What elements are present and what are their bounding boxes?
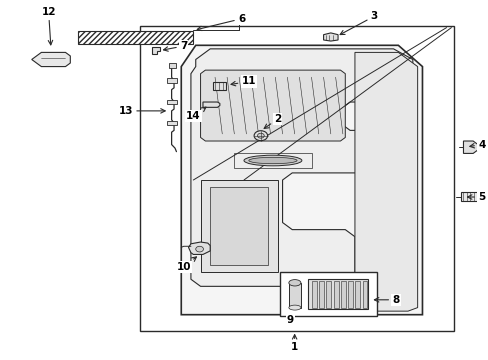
Bar bbox=[362, 281, 366, 307]
Text: 1: 1 bbox=[290, 335, 298, 352]
Polygon shape bbox=[200, 180, 277, 272]
Bar bbox=[355, 281, 360, 307]
Bar bbox=[212, 82, 225, 90]
Text: 12: 12 bbox=[41, 6, 56, 45]
Bar bbox=[326, 281, 331, 307]
Text: 10: 10 bbox=[176, 257, 196, 272]
Ellipse shape bbox=[248, 157, 296, 164]
Bar bbox=[169, 63, 176, 68]
Text: 9: 9 bbox=[286, 315, 293, 325]
Text: 8: 8 bbox=[374, 295, 399, 305]
Bar bbox=[280, 272, 376, 316]
Polygon shape bbox=[210, 187, 267, 265]
Text: 14: 14 bbox=[185, 107, 205, 121]
Bar bbox=[333, 281, 338, 307]
Bar bbox=[140, 26, 453, 330]
Bar bbox=[307, 279, 367, 309]
Bar bbox=[166, 100, 177, 104]
Text: 3: 3 bbox=[340, 11, 377, 35]
Bar bbox=[311, 281, 316, 307]
Circle shape bbox=[257, 133, 264, 138]
Polygon shape bbox=[203, 102, 220, 107]
Polygon shape bbox=[190, 49, 412, 286]
Ellipse shape bbox=[288, 305, 300, 310]
Polygon shape bbox=[152, 47, 159, 54]
Bar bbox=[166, 78, 177, 82]
Polygon shape bbox=[463, 141, 477, 153]
Text: 13: 13 bbox=[118, 106, 165, 116]
Polygon shape bbox=[200, 70, 345, 141]
Circle shape bbox=[195, 246, 203, 252]
Bar bbox=[234, 153, 311, 168]
Text: 4: 4 bbox=[469, 140, 485, 149]
Text: 2: 2 bbox=[264, 114, 281, 129]
Bar bbox=[319, 281, 324, 307]
Polygon shape bbox=[32, 53, 70, 67]
Text: 5: 5 bbox=[467, 192, 485, 202]
Bar bbox=[288, 283, 300, 307]
Bar bbox=[460, 192, 479, 201]
Bar bbox=[166, 121, 177, 125]
Ellipse shape bbox=[288, 280, 300, 286]
Polygon shape bbox=[354, 53, 417, 311]
Circle shape bbox=[254, 131, 267, 141]
Text: 11: 11 bbox=[231, 76, 256, 86]
Polygon shape bbox=[323, 33, 337, 41]
Bar bbox=[347, 281, 352, 307]
Text: 7: 7 bbox=[163, 41, 187, 51]
Polygon shape bbox=[188, 242, 210, 255]
Polygon shape bbox=[181, 45, 422, 315]
Ellipse shape bbox=[244, 155, 301, 166]
Text: 6: 6 bbox=[197, 14, 244, 31]
Bar bbox=[78, 31, 193, 44]
Bar bbox=[340, 281, 345, 307]
